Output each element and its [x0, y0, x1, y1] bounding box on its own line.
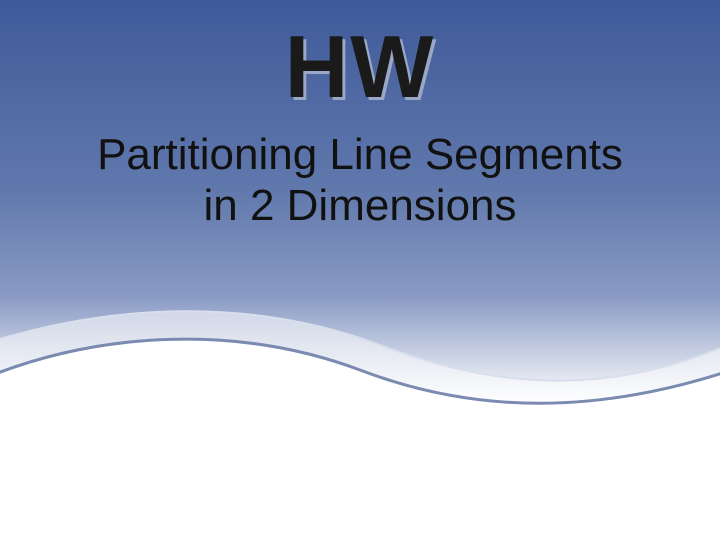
slide: HW Partitioning Line Segments in 2 Dimen… — [0, 0, 720, 540]
slide-subtitle: Partitioning Line Segments in 2 Dimensio… — [0, 130, 720, 231]
wave-back-path — [0, 311, 720, 540]
subtitle-line-2: in 2 Dimensions — [203, 181, 516, 230]
wave-front-path — [0, 339, 720, 540]
slide-title: HW — [0, 16, 720, 118]
subtitle-line-1: Partitioning Line Segments — [97, 130, 623, 179]
